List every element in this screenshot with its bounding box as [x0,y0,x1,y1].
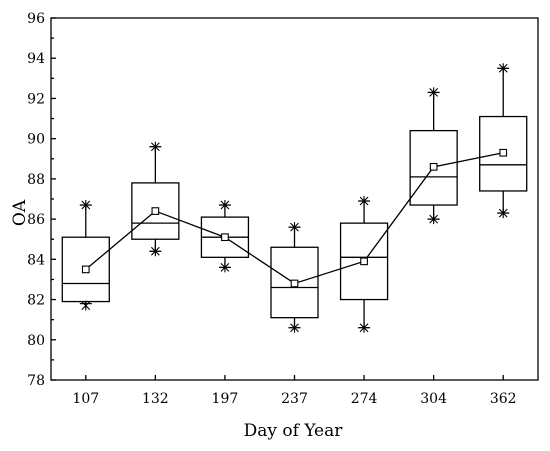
x-tick-label: 362 [490,391,517,407]
mean-marker [290,279,299,288]
y-tick-label: 94 [27,51,45,67]
y-tick-label: 96 [27,11,45,27]
y-tick-label: 80 [27,333,45,349]
box [131,182,180,240]
outlier-marker [359,322,369,333]
y-tick-label: 92 [27,91,45,107]
y-tick-label: 78 [27,373,45,389]
outlier-marker [220,262,230,273]
outlier-marker [290,322,299,333]
x-tick-label: 274 [351,391,378,407]
x-tick-label: 132 [142,391,169,407]
outlier-marker [150,141,160,152]
outlier-marker [81,300,91,311]
box [479,115,528,192]
box [339,222,389,301]
x-tick-label: 197 [212,391,239,407]
y-tick-label: 84 [27,252,45,268]
mean-marker [151,207,160,215]
y-tick-label: 90 [27,132,45,148]
outlier-marker [498,63,508,74]
box [270,246,319,319]
y-tick-label: 82 [27,293,45,309]
mean-marker [81,265,90,274]
outlier-marker [498,208,508,219]
x-tick-label: 304 [420,391,447,407]
outlier-marker [150,246,160,257]
y-tick-label: 88 [27,172,45,188]
outlier-marker [290,222,299,233]
outlier-marker [429,214,439,225]
mean-marker [499,148,508,157]
outlier-marker [429,87,439,98]
outlier-marker [359,196,369,207]
outlier-marker [81,200,91,211]
box [409,129,458,206]
mean-marker [221,233,229,242]
y-tick-label: 86 [27,212,45,228]
outlier-marker [220,200,230,211]
x-tick-label: 237 [281,391,308,407]
mean-line [85,152,504,285]
mean-marker [429,162,438,171]
plot-area: 78 80 82 84 86 88 90 92 94 96 107 132 197 237 274 304 36… [27,11,539,407]
x-tick-label: 107 [72,391,99,407]
x-axis-title: Day of Year [244,421,344,441]
mean-marker [360,257,368,266]
y-axis-title: OA [10,199,30,226]
